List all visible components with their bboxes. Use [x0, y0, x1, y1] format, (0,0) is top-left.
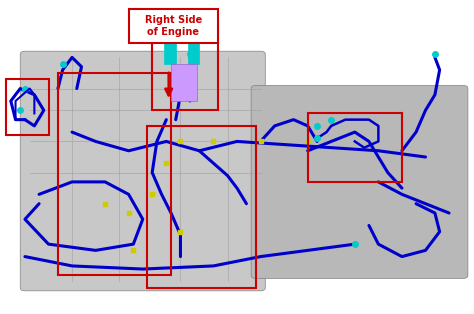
FancyBboxPatch shape — [128, 9, 218, 43]
FancyBboxPatch shape — [251, 85, 468, 279]
Bar — [164, 33, 176, 64]
Bar — [188, 33, 199, 64]
Bar — [171, 64, 197, 101]
Text: Right Side
of Engine: Right Side of Engine — [145, 15, 202, 37]
FancyBboxPatch shape — [20, 51, 265, 291]
